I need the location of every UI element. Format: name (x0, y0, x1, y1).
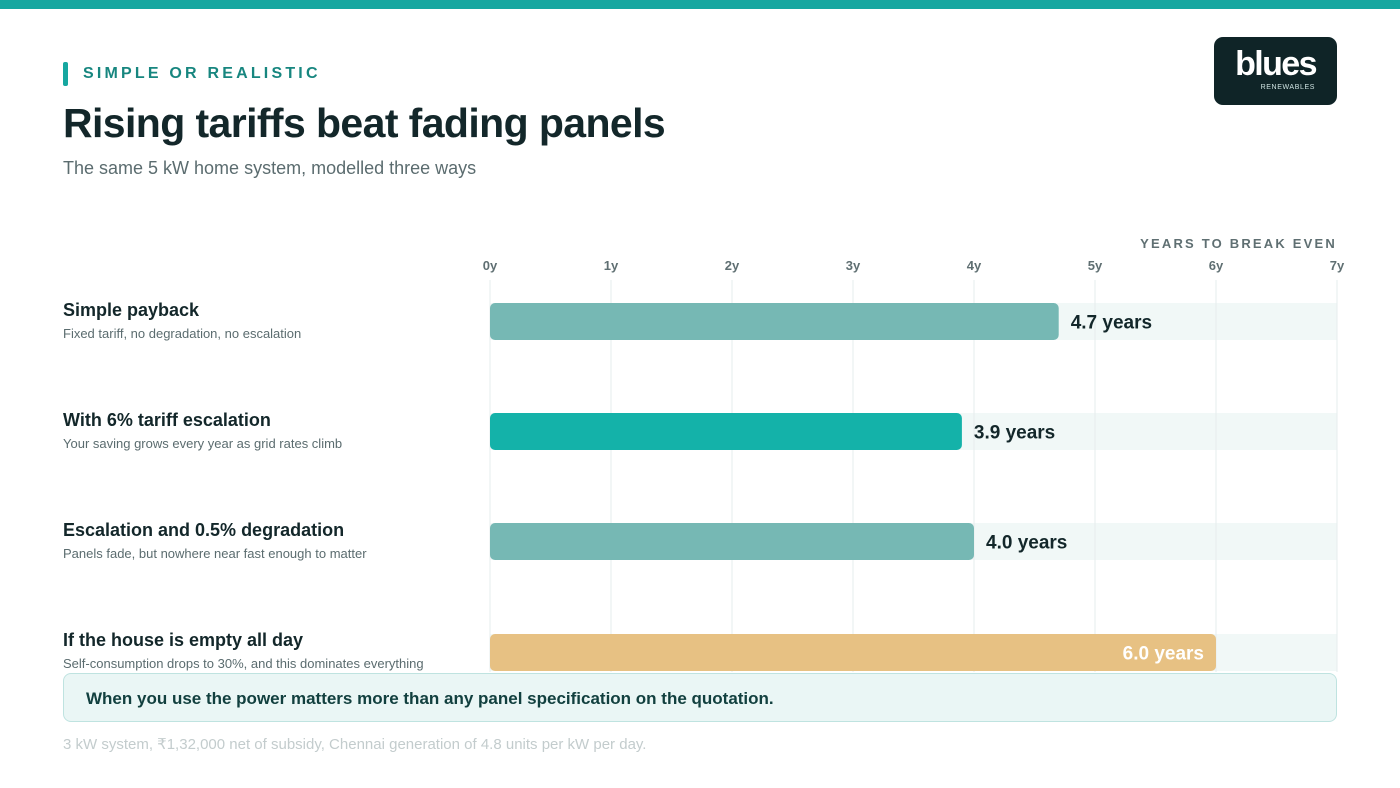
row-title: Escalation and 0.5% degradation (63, 520, 345, 540)
row-title: Simple payback (63, 300, 200, 320)
callout-box: When you use the power matters more than… (63, 673, 1337, 722)
bar (490, 634, 1216, 671)
bar (490, 413, 962, 450)
x-tick-label: 6y (1209, 258, 1224, 273)
row-title: If the house is empty all day (63, 630, 304, 650)
row-description: Panels fade, but nowhere near fast enoug… (63, 546, 367, 561)
logo-wordmark: blues (1235, 45, 1317, 83)
eyebrow-text: SIMPLE OR REALISTIC (83, 65, 321, 82)
row-title: With 6% tariff escalation (63, 410, 271, 430)
brand-logo: blues RENEWABLES (1214, 37, 1337, 105)
bar-value-label: 4.0 years (986, 533, 1067, 554)
x-tick-label: 4y (967, 258, 982, 273)
bar (490, 523, 974, 560)
bar-value-label: 6.0 years (1123, 644, 1204, 665)
row-label-tariff-escalation: With 6% tariff escalation Your saving gr… (63, 410, 342, 451)
row-description: Your saving grows every year as grid rat… (63, 436, 343, 451)
eyebrow: SIMPLE OR REALISTIC (63, 62, 321, 86)
x-tick-label: 0y (483, 258, 498, 273)
x-tick-label: 7y (1330, 258, 1345, 273)
row-label-escalation-degradation: Escalation and 0.5% degradation Panels f… (63, 520, 367, 561)
footnote: 3 kW system, ₹1,32,000 net of subsidy, C… (63, 736, 647, 753)
row-label-simple-payback: Simple payback Fixed tariff, no degradat… (63, 300, 301, 341)
callout-text: When you use the power matters more than… (86, 689, 774, 708)
page-title: Rising tariffs beat fading panels (63, 100, 666, 146)
x-tick-label: 2y (725, 258, 740, 273)
row-label-empty-house: If the house is empty all day Self-consu… (63, 630, 424, 671)
x-axis-title: YEARS TO BREAK EVEN (1140, 236, 1337, 251)
eyebrow-accent-bar (63, 62, 68, 86)
x-tick-label: 5y (1088, 258, 1103, 273)
bar-value-label: 3.9 years (974, 423, 1055, 444)
x-tick-label: 1y (604, 258, 619, 273)
x-tick-label: 3y (846, 258, 861, 273)
row-description: Fixed tariff, no degradation, no escalat… (63, 326, 302, 341)
logo-subtext: RENEWABLES (1260, 84, 1315, 91)
top-accent-strip (0, 0, 1400, 9)
row-description: Self-consumption drops to 30%, and this … (63, 656, 424, 671)
bar-value-label: 4.7 years (1071, 313, 1152, 334)
bar (490, 303, 1059, 340)
page-subtitle: The same 5 kW home system, modelled thre… (63, 158, 477, 178)
